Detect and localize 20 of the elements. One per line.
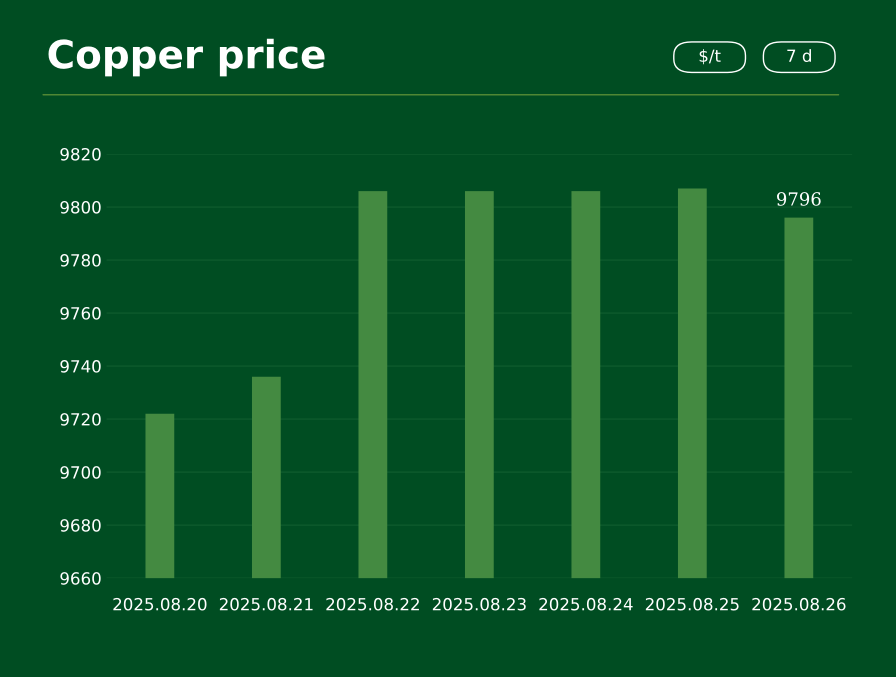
x-tick-label: 2025.08.21: [220, 598, 313, 611]
y-tick-label: 9800: [60, 200, 101, 214]
y-tick-label: 9660: [60, 572, 101, 585]
x-tick-label: 2025.08.24: [539, 598, 633, 611]
x-tick-label: 2025.08.25: [646, 598, 739, 611]
x-tick-label: 2025.08.23: [432, 598, 526, 611]
y-tick-label: 9760: [60, 307, 101, 320]
y-tick-label: 9740: [60, 360, 101, 373]
y-tick-label: 9700: [60, 466, 101, 479]
text: 7 d: [787, 49, 811, 62]
chart-title: Copper price: [48, 38, 325, 76]
y-tick-label: 9680: [60, 519, 101, 532]
data-label: 9796: [777, 192, 821, 206]
y-tick-label: 9820: [60, 148, 101, 161]
text: $/t: [700, 49, 721, 64]
y-tick-label: 9780: [60, 254, 101, 267]
x-tick-label: 2025.08.22: [326, 598, 419, 611]
y-tick-label: 9720: [60, 413, 101, 426]
x-tick-label: 2025.08.26: [752, 598, 846, 611]
x-tick-label: 2025.08.20: [113, 598, 206, 611]
